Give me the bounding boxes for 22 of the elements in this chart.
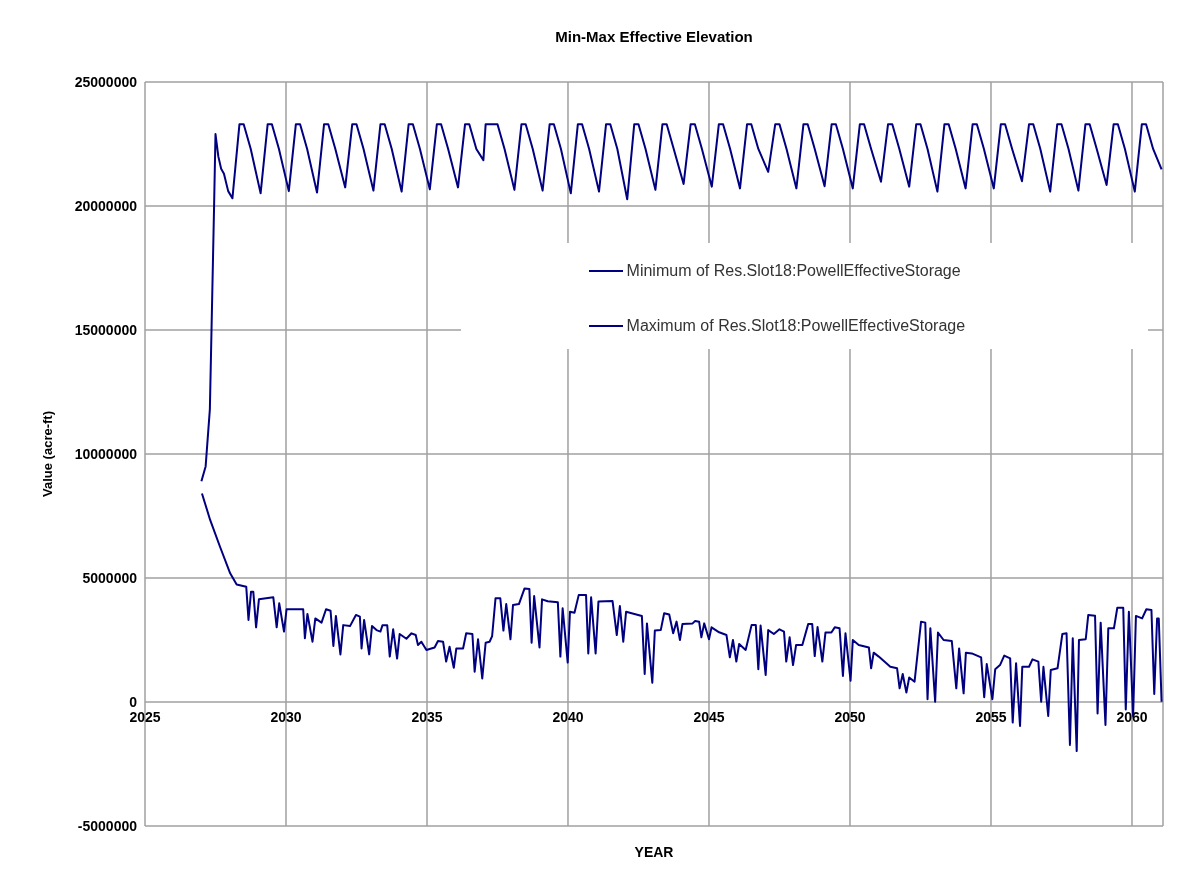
x-tick-label: 2050 [834,709,866,725]
line-series [200,123,1163,483]
y-tick-label: -5000000 [77,817,138,834]
x-tick-label: 2035 [411,709,443,725]
x-tick-label: 2040 [552,709,584,725]
y-tick-label: 20000000 [74,197,138,214]
x-tick-label: 2055 [975,709,1007,725]
y-tick-label: 15000000 [74,321,138,338]
legend-label: Maximum of Res.Slot18:PowellEffectiveStorage [626,316,966,335]
x-axis-title: YEAR [633,844,675,860]
y-tick-label: 25000000 [74,73,138,90]
chart-title: Min-Max Effective Elevation [554,28,754,45]
x-tick-label: 2025 [129,709,161,725]
y-tick-label: 5000000 [82,569,138,586]
x-tick-label: 2030 [270,709,302,725]
x-tick-label: 2060 [1116,709,1148,725]
y-tick-label: 0 [129,693,138,710]
legend-label: Minimum of Res.Slot18:PowellEffectiveStorage [626,261,961,280]
line-series [200,492,1163,753]
y-tick-label: 10000000 [74,445,138,462]
x-tick-label: 2045 [693,709,725,725]
y-axis-title: Value (acre-ft) [39,411,55,497]
